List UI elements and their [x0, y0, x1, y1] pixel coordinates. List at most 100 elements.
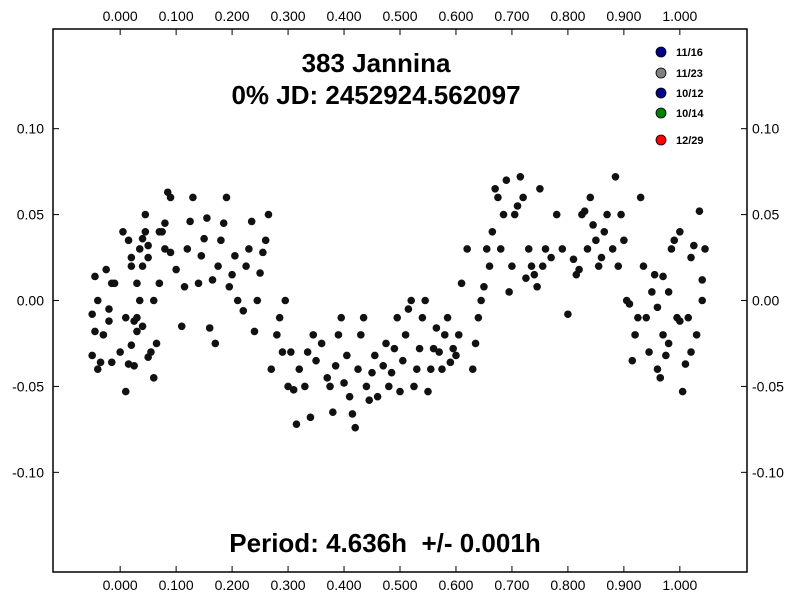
data-point — [387, 368, 396, 377]
legend-marker — [655, 67, 667, 79]
data-points — [88, 172, 709, 432]
data-point — [516, 172, 525, 181]
data-point — [205, 324, 214, 332]
data-point — [687, 348, 695, 356]
y-tick-label-left: 0.05 — [17, 207, 44, 223]
data-point — [662, 351, 670, 360]
data-point — [323, 374, 332, 382]
data-point — [519, 193, 527, 202]
data-point — [603, 210, 611, 219]
data-point — [488, 227, 497, 236]
data-point — [127, 262, 136, 270]
data-point — [656, 374, 665, 382]
x-tick-label-bottom: 0.300 — [271, 577, 306, 593]
chart-subtitle: 0% JD: 2452924.562097 — [231, 80, 520, 110]
x-tick-label-bottom: 0.600 — [438, 577, 473, 593]
data-point — [477, 296, 485, 305]
data-point — [331, 361, 340, 370]
data-point — [499, 210, 508, 219]
data-point — [124, 236, 133, 245]
data-point — [620, 236, 628, 245]
data-point — [608, 245, 617, 253]
data-point — [177, 322, 186, 331]
data-point — [631, 331, 639, 339]
data-point — [326, 382, 334, 391]
data-point — [415, 344, 424, 353]
data-point — [208, 276, 217, 284]
x-tick-label-bottom: 1.000 — [662, 577, 697, 593]
data-point — [617, 210, 625, 219]
data-point — [133, 313, 141, 322]
data-point — [317, 339, 326, 348]
x-tick-label-top: 0.700 — [494, 8, 529, 24]
data-point — [203, 214, 211, 222]
data-point — [695, 207, 704, 215]
data-point — [306, 413, 315, 422]
data-point — [127, 341, 136, 349]
data-point — [653, 365, 662, 374]
data-point — [93, 296, 102, 305]
data-point — [491, 185, 499, 193]
data-point — [166, 248, 175, 257]
data-point — [88, 310, 96, 319]
data-point — [480, 282, 488, 291]
data-point — [228, 270, 236, 279]
data-point — [138, 322, 147, 331]
data-point — [513, 202, 522, 210]
data-point — [670, 236, 679, 245]
data-point — [385, 382, 393, 391]
data-point — [639, 262, 648, 270]
data-point — [289, 386, 298, 394]
data-point — [589, 221, 597, 229]
data-point — [231, 252, 239, 260]
data-point — [133, 279, 141, 288]
data-point — [329, 408, 337, 416]
y-tick-label-right: -0.10 — [752, 464, 784, 480]
data-point — [494, 193, 502, 202]
data-point — [698, 276, 707, 284]
data-point — [404, 305, 413, 313]
data-point — [421, 296, 429, 305]
data-point — [295, 365, 304, 374]
x-tick-label-top: 0.200 — [215, 8, 250, 24]
data-point — [239, 307, 248, 315]
data-point — [687, 253, 695, 262]
data-point — [359, 313, 368, 322]
data-point — [180, 282, 189, 291]
data-point — [278, 348, 287, 356]
data-point — [524, 245, 533, 253]
data-point — [211, 339, 220, 348]
y-tick-label-right: -0.05 — [752, 378, 784, 394]
data-point — [429, 344, 438, 353]
data-point — [533, 282, 541, 291]
data-point — [189, 193, 197, 202]
data-point — [292, 420, 301, 429]
data-point — [88, 351, 96, 360]
legend: 11/16 11/23 10/12 10/14 12/29 — [655, 46, 704, 147]
data-point — [435, 348, 443, 356]
data-point — [676, 317, 684, 325]
x-tick-label-top: 0.900 — [606, 8, 641, 24]
x-tick-label-top: 0.300 — [271, 8, 306, 24]
data-point — [530, 270, 539, 279]
data-point — [569, 255, 578, 264]
data-point — [684, 313, 693, 322]
data-point — [634, 313, 642, 322]
period-annotation: Period: 4.636h +/- 0.001h — [229, 528, 540, 558]
data-point — [410, 382, 418, 391]
data-point — [396, 387, 404, 396]
data-point — [275, 313, 284, 322]
x-tick-label-bottom: 0.200 — [215, 577, 250, 593]
legend-marker — [655, 87, 667, 99]
data-point — [197, 252, 206, 260]
data-point — [334, 331, 343, 339]
data-point — [303, 348, 312, 356]
data-point — [611, 172, 620, 181]
data-point — [96, 358, 105, 367]
data-point — [522, 274, 530, 282]
x-tick-label-top: 0.800 — [550, 8, 585, 24]
data-point — [538, 262, 547, 270]
data-point — [508, 262, 516, 270]
y-tick-label-left: 0.10 — [17, 121, 44, 137]
